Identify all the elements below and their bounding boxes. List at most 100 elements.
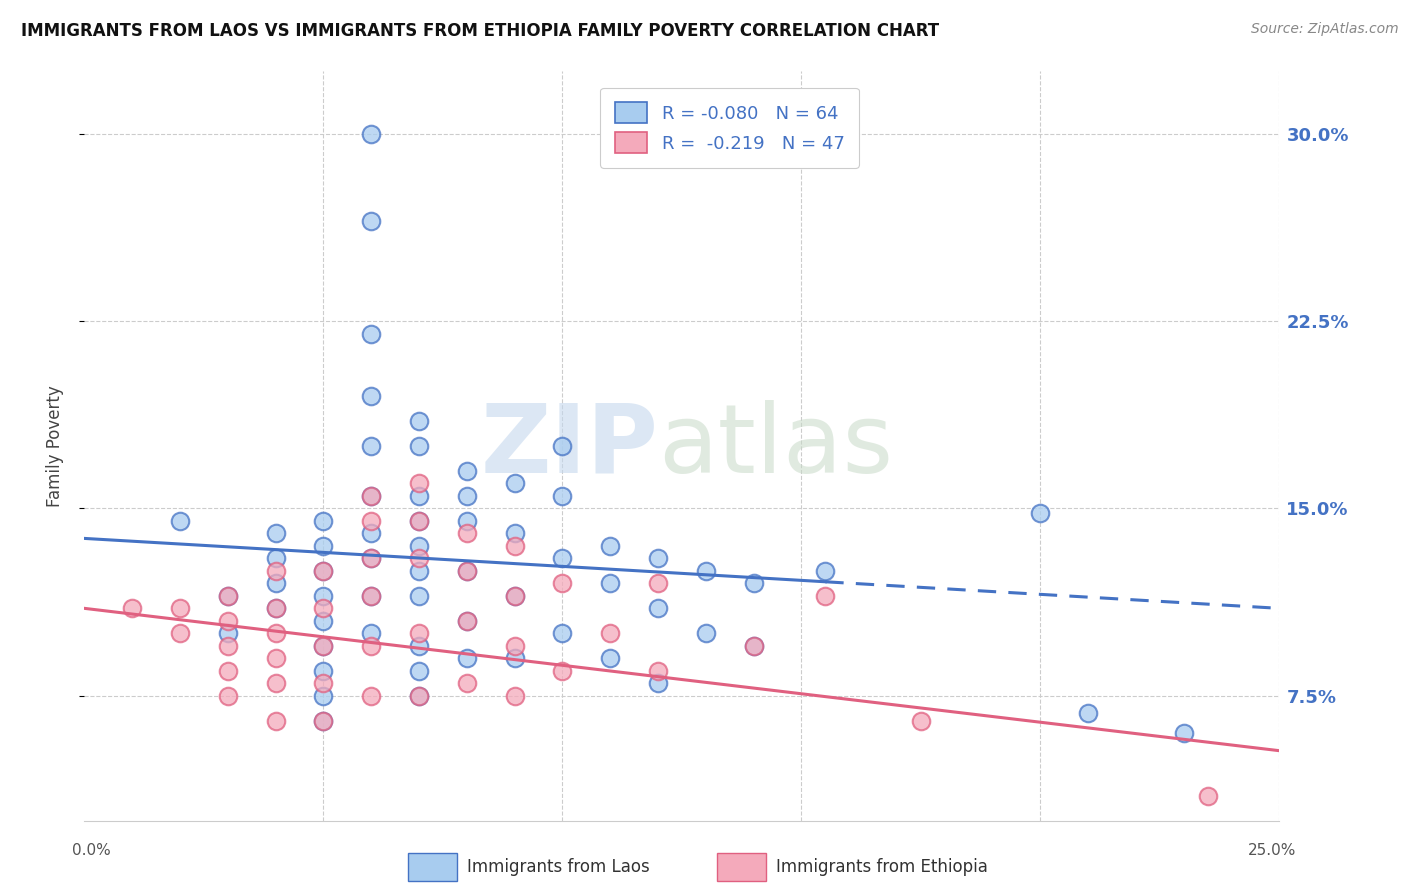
Point (360, 551, 382, 566)
Point (217, 614, 239, 628)
Point (312, 601, 335, 615)
Point (312, 664, 335, 678)
Point (456, 526, 478, 541)
Point (742, 576, 765, 591)
Point (408, 514, 430, 528)
Point (503, 651, 526, 665)
Point (264, 714, 287, 728)
Point (217, 589, 239, 603)
Point (742, 639, 765, 653)
Point (360, 589, 382, 603)
Point (456, 489, 478, 503)
Point (456, 676, 478, 690)
Point (408, 551, 430, 566)
Text: 25.0%: 25.0% (1249, 843, 1296, 858)
Point (814, 564, 837, 578)
Point (599, 626, 621, 640)
Point (599, 651, 621, 665)
Text: Immigrants from Laos: Immigrants from Laos (467, 858, 650, 876)
Text: 0.0%: 0.0% (72, 843, 111, 858)
Point (360, 589, 382, 603)
Point (312, 564, 335, 578)
Point (456, 564, 478, 578)
Point (814, 589, 837, 603)
Point (264, 601, 287, 615)
Point (312, 564, 335, 578)
Point (910, 714, 932, 728)
Point (121, 601, 143, 615)
Point (647, 676, 669, 690)
Point (217, 664, 239, 678)
Point (503, 689, 526, 703)
Point (742, 639, 765, 653)
Point (456, 651, 478, 665)
Point (217, 589, 239, 603)
Point (647, 664, 669, 678)
Point (312, 676, 335, 690)
Point (503, 539, 526, 553)
Point (264, 551, 287, 566)
Point (360, 439, 382, 453)
Point (503, 476, 526, 491)
Point (360, 127, 382, 141)
Point (408, 564, 430, 578)
Point (408, 439, 430, 453)
Point (360, 689, 382, 703)
Point (264, 526, 287, 541)
Point (264, 676, 287, 690)
Point (408, 539, 430, 553)
Point (408, 476, 430, 491)
Text: IMMIGRANTS FROM LAOS VS IMMIGRANTS FROM ETHIOPIA FAMILY POVERTY CORRELATION CHAR: IMMIGRANTS FROM LAOS VS IMMIGRANTS FROM … (21, 22, 939, 40)
Point (408, 489, 430, 503)
Point (1029, 507, 1052, 521)
Point (312, 589, 335, 603)
Point (408, 514, 430, 528)
Point (169, 601, 191, 615)
Point (360, 526, 382, 541)
Point (408, 689, 430, 703)
Y-axis label: Family Poverty: Family Poverty (45, 385, 63, 507)
Point (503, 589, 526, 603)
Point (169, 626, 191, 640)
Point (217, 639, 239, 653)
Point (551, 576, 574, 591)
Point (360, 639, 382, 653)
Point (360, 626, 382, 640)
Point (456, 614, 478, 628)
Point (312, 614, 335, 628)
Point (503, 639, 526, 653)
Point (360, 214, 382, 228)
Point (264, 601, 287, 615)
Point (360, 551, 382, 566)
Point (312, 639, 335, 653)
Point (408, 626, 430, 640)
Point (169, 514, 191, 528)
Point (360, 489, 382, 503)
Point (312, 514, 335, 528)
Point (551, 626, 574, 640)
Point (551, 439, 574, 453)
Point (456, 564, 478, 578)
Point (408, 414, 430, 428)
Point (647, 551, 669, 566)
Point (264, 564, 287, 578)
Point (264, 626, 287, 640)
Point (312, 714, 335, 728)
Point (312, 639, 335, 653)
Point (647, 576, 669, 591)
Point (456, 514, 478, 528)
Point (360, 326, 382, 341)
Point (408, 589, 430, 603)
Point (647, 601, 669, 615)
Text: atlas: atlas (658, 400, 893, 492)
Point (551, 551, 574, 566)
Point (360, 389, 382, 403)
Point (360, 489, 382, 503)
Point (264, 651, 287, 665)
Point (1197, 789, 1219, 803)
Point (456, 464, 478, 478)
Point (217, 626, 239, 640)
Point (408, 689, 430, 703)
Point (551, 489, 574, 503)
Point (503, 589, 526, 603)
